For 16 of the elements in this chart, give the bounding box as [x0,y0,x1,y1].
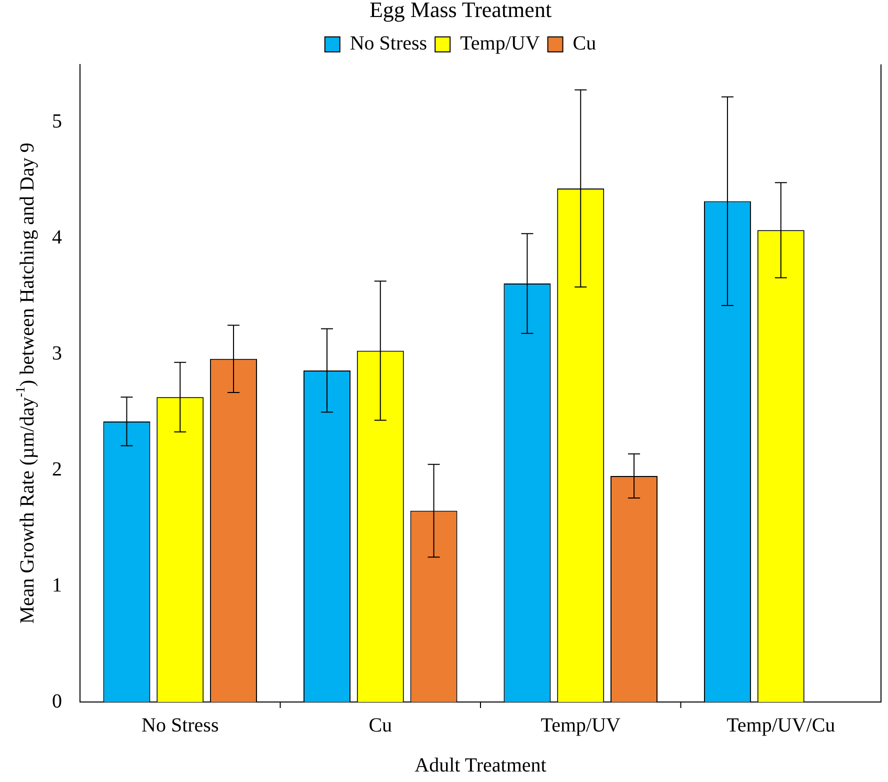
y-tick-label: 0 [52,690,62,712]
legend-label: Temp/UV [460,32,540,55]
x-tick-label: Temp/UV [540,714,622,736]
legend-title: Egg Mass Treatment [369,0,552,22]
y-tick-label: 1 [52,574,62,596]
y-tick-label: 5 [52,110,62,133]
legend-label: Cu [572,32,596,55]
x-tick-label: No Stress [142,714,219,736]
y-axis-title: Mean Growth Rate (µm/day-1) between Hatching and Day 9 [12,142,38,624]
y-tick-label: 3 [52,342,62,364]
legend-label: No Stress [350,32,428,55]
y-tick-label: 2 [52,458,62,480]
x-tick-label: Cu [368,714,392,736]
x-tick-label: Temp/UV/Cu [726,714,836,736]
x-axis-title: Adult Treatment [414,754,547,776]
y-tick-label: 4 [52,226,62,249]
